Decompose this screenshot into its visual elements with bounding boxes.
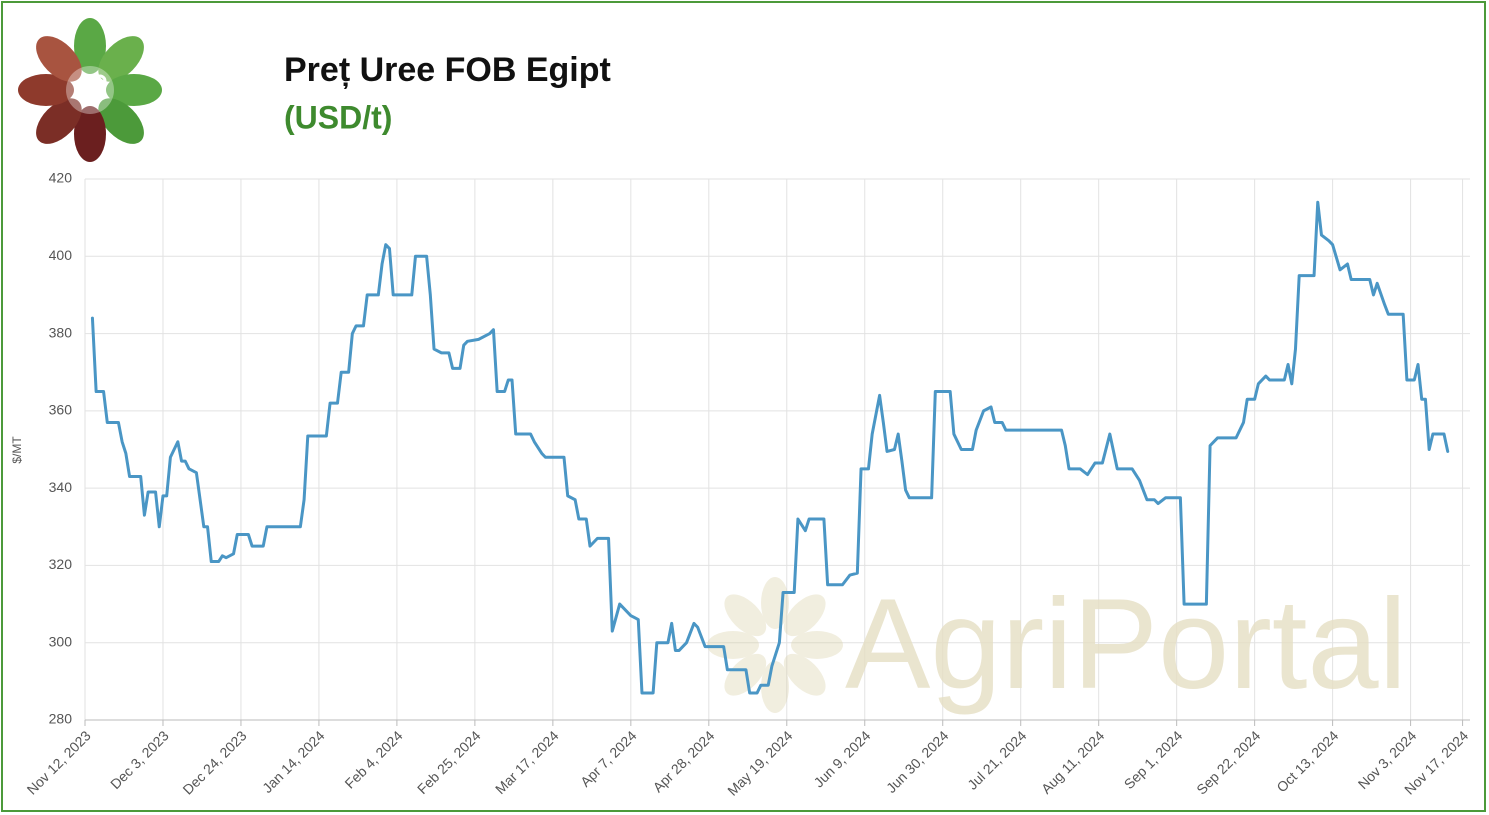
y-tick-label: 320: [49, 556, 73, 572]
chart-title: Preț Uree FOB Egipt: [284, 51, 611, 89]
y-tick-label: 280: [49, 711, 73, 727]
y-tick-label: 340: [49, 479, 73, 495]
y-axis-label: $/MT: [10, 436, 24, 464]
y-tick-label: 300: [49, 633, 73, 649]
y-tick-label: 360: [49, 402, 73, 418]
y-tick-label: 400: [49, 247, 73, 263]
y-tick-label: 420: [49, 170, 73, 186]
data-line: [90, 200, 1450, 695]
chart-subtitle: (USD/t): [284, 99, 392, 135]
watermark: AgriPortal: [845, 573, 1407, 716]
y-tick-label: 380: [49, 324, 73, 340]
logo: [18, 18, 162, 162]
plot: [90, 200, 1450, 695]
